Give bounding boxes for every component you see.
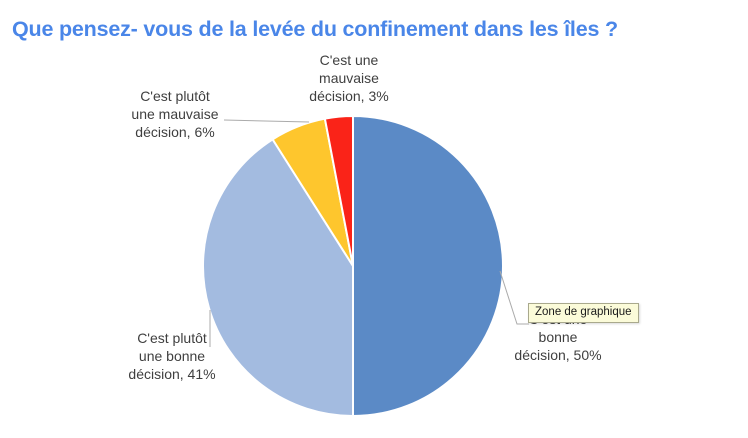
leader-line-50-percent — [499, 270, 529, 325]
chart-area-tooltip: Zone de graphique — [528, 303, 639, 323]
leader-lines — [209, 119, 529, 347]
data-label-line: décision, 3% — [309, 88, 389, 104]
data-label-line: décision, 50% — [514, 347, 602, 363]
data-label-mauvaise-3[interactable]: C'est une mauvaise décision, 3% — [284, 51, 414, 105]
data-label-line: C'est plutôt — [137, 330, 207, 346]
data-label-line: une bonne — [138, 348, 206, 364]
pie-slices — [202, 115, 504, 417]
data-label-line: décision, 41% — [128, 366, 216, 382]
data-label-line: décision, 6% — [135, 124, 215, 140]
data-label-plutot-bonne-41[interactable]: C'est plutôt une bonne décision, 41% — [107, 329, 237, 383]
data-label-line: C'est une — [319, 52, 379, 68]
data-label-line: bonne — [538, 329, 578, 345]
chart-title[interactable]: Que pensez- vous de la levée du confinem… — [12, 17, 618, 41]
pie-slice-0[interactable] — [352, 115, 504, 417]
data-label-line: une mauvaise — [131, 106, 219, 122]
pie-slice-3[interactable] — [323, 115, 354, 267]
leader-line-6-percent — [223, 119, 310, 123]
data-label-plutot-mauvaise-6[interactable]: C'est plutôt une mauvaise décision, 6% — [110, 87, 240, 141]
data-label-line: mauvaise — [319, 70, 379, 86]
data-label-line: C'est plutôt — [140, 88, 210, 104]
